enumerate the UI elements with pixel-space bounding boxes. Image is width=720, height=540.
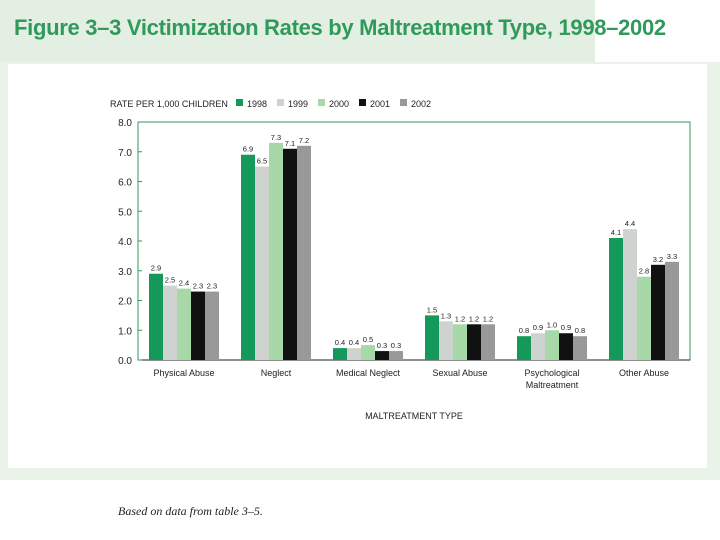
data-label-1998-4: 0.8 bbox=[519, 326, 529, 335]
bar-1999-1 bbox=[255, 166, 269, 360]
bar-2001-4 bbox=[559, 333, 573, 360]
figure-title: Figure 3–3 Victimization Rates by Maltre… bbox=[14, 15, 666, 40]
bar-2001-5 bbox=[651, 264, 665, 360]
data-label-1998-2: 0.4 bbox=[335, 338, 345, 347]
data-label-2000-2: 0.5 bbox=[363, 335, 373, 344]
bar-2001-3 bbox=[467, 324, 481, 360]
bar-1998-5 bbox=[609, 238, 623, 360]
data-label-1998-5: 4.1 bbox=[611, 228, 621, 237]
data-label-2002-5: 3.3 bbox=[667, 252, 677, 261]
data-label-2001-5: 3.2 bbox=[653, 255, 663, 264]
data-label-1999-4: 0.9 bbox=[533, 323, 543, 332]
bar-2001-1 bbox=[283, 148, 297, 360]
legend-swatch-1998 bbox=[236, 99, 243, 106]
category-label: Other Abuse bbox=[619, 368, 669, 378]
bar-2002-0 bbox=[205, 291, 219, 360]
data-label-1999-1: 6.5 bbox=[257, 157, 267, 166]
data-label-1999-2: 0.4 bbox=[349, 338, 359, 347]
title-band: Figure 3–3 Victimization Rates by Maltre… bbox=[0, 0, 666, 62]
category-label: Psychological Maltreatment bbox=[524, 368, 579, 390]
bar-2002-3 bbox=[481, 324, 495, 360]
data-label-1998-1: 6.9 bbox=[243, 145, 253, 154]
bar-2001-0 bbox=[191, 291, 205, 360]
legend-label-1998: 1998 bbox=[247, 99, 267, 109]
bar-1998-3 bbox=[425, 315, 439, 360]
legend-swatch-2001 bbox=[359, 99, 366, 106]
y-tick-label: 0.0 bbox=[118, 356, 132, 367]
category-label: Sexual Abuse bbox=[432, 368, 487, 378]
bar-2002-4 bbox=[573, 336, 587, 360]
data-label-2002-3: 1.2 bbox=[483, 314, 493, 323]
y-tick-label: 2.0 bbox=[118, 297, 132, 308]
bar-2000-4 bbox=[545, 330, 559, 360]
category-label: Neglect bbox=[261, 368, 292, 378]
y-tick-label: 7.0 bbox=[118, 148, 132, 159]
data-label-2000-3: 1.2 bbox=[455, 314, 465, 323]
data-label-2002-0: 2.3 bbox=[207, 282, 217, 291]
data-label-2002-4: 0.8 bbox=[575, 326, 585, 335]
bar-1998-1 bbox=[241, 154, 255, 360]
x-axis-title: MALTREATMENT TYPE bbox=[365, 411, 463, 421]
data-label-2000-4: 1.0 bbox=[547, 320, 557, 329]
legend-title: RATE PER 1,000 CHILDREN bbox=[110, 99, 228, 109]
data-label-2002-2: 0.3 bbox=[391, 341, 401, 350]
y-tick-label: 5.0 bbox=[118, 207, 132, 218]
bar-2002-1 bbox=[297, 145, 311, 360]
data-label-2002-1: 7.2 bbox=[299, 136, 309, 145]
bar-2000-1 bbox=[269, 142, 283, 360]
data-label-2000-1: 7.3 bbox=[271, 133, 281, 142]
bar-1998-2 bbox=[333, 348, 347, 360]
legend-label-1999: 1999 bbox=[288, 99, 308, 109]
bar-1998-4 bbox=[517, 336, 531, 360]
bar-1999-3 bbox=[439, 321, 453, 360]
bar-1999-2 bbox=[347, 348, 361, 360]
bar-1999-4 bbox=[531, 333, 545, 360]
data-label-2001-4: 0.9 bbox=[561, 323, 571, 332]
category-label: Physical Abuse bbox=[153, 368, 214, 378]
bar-2000-5 bbox=[637, 276, 651, 360]
data-label-2001-3: 1.2 bbox=[469, 314, 479, 323]
data-label-1998-0: 2.9 bbox=[151, 264, 161, 273]
legend-swatch-1999 bbox=[277, 99, 284, 106]
bar-2002-2 bbox=[389, 351, 403, 360]
chart-card: RATE PER 1,000 CHILDREN 1998 1999 2000 2001 2… bbox=[8, 64, 707, 518]
bar-1998-0 bbox=[149, 273, 163, 360]
legend-swatch-2002 bbox=[400, 99, 407, 106]
category-label: Medical Neglect bbox=[336, 368, 401, 378]
data-label-1998-3: 1.5 bbox=[427, 305, 437, 314]
bar-2001-2 bbox=[375, 351, 389, 360]
legend-label-2002: 2002 bbox=[411, 99, 431, 109]
data-label-1999-0: 2.5 bbox=[165, 276, 175, 285]
legend-label-2000: 2000 bbox=[329, 99, 349, 109]
data-label-1999-3: 1.3 bbox=[441, 311, 451, 320]
data-label-2001-0: 2.3 bbox=[193, 282, 203, 291]
y-tick-label: 8.0 bbox=[118, 118, 132, 129]
y-tick-label: 6.0 bbox=[118, 178, 132, 189]
y-tick-label: 4.0 bbox=[118, 237, 132, 248]
bar-2000-2 bbox=[361, 345, 375, 360]
bar-chart: RATE PER 1,000 CHILDREN 1998 1999 2000 2001 2… bbox=[110, 99, 691, 421]
data-label-2001-1: 7.1 bbox=[285, 139, 295, 148]
legend-swatch-2000 bbox=[318, 99, 325, 106]
data-label-2000-5: 2.8 bbox=[639, 267, 649, 276]
bar-1999-5 bbox=[623, 229, 637, 360]
y-tick-label: 1.0 bbox=[118, 326, 132, 337]
source-note: Based on data from table 3–5. bbox=[118, 504, 263, 518]
data-label-1999-5: 4.4 bbox=[625, 219, 635, 228]
data-label-2000-0: 2.4 bbox=[179, 279, 189, 288]
legend-label-2001: 2001 bbox=[370, 99, 390, 109]
y-tick-label: 3.0 bbox=[118, 267, 132, 278]
plot-frame bbox=[137, 121, 691, 361]
bar-2002-5 bbox=[665, 261, 679, 360]
bar-2000-3 bbox=[453, 324, 467, 360]
bar-1999-0 bbox=[163, 285, 177, 360]
bar-2000-0 bbox=[177, 288, 191, 360]
data-label-2001-2: 0.3 bbox=[377, 341, 387, 350]
